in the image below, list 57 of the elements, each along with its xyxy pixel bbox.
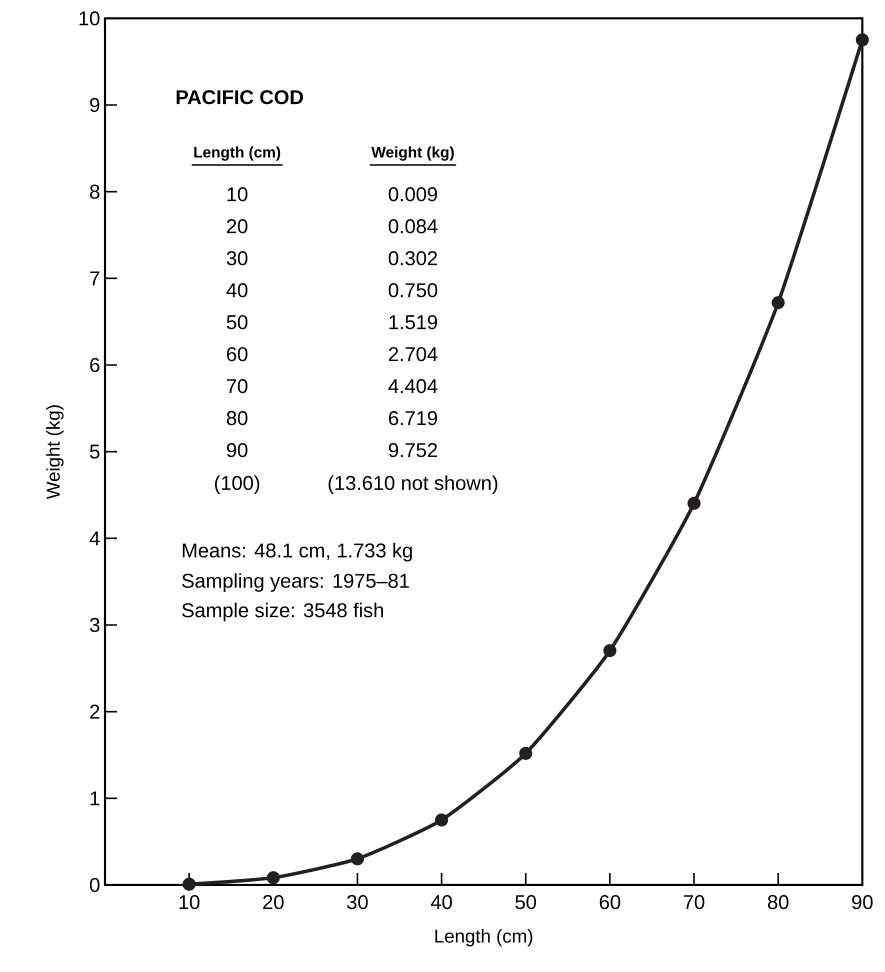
annotation: Weight (kg) [371, 146, 454, 161]
annotation: 70 [227, 379, 248, 394]
y-tick-label: 5 [90, 444, 100, 459]
y-tick-label: 8 [90, 184, 100, 199]
point [182, 878, 196, 891]
text: PACIFIC COD [176, 90, 303, 104]
point [603, 644, 616, 658]
y-tick-label: 2 [90, 704, 100, 719]
annotation: Sample size: 3548 fish [182, 602, 383, 622]
x-tick-label: 10 [180, 895, 200, 910]
y-tick-label: 0 [90, 878, 100, 892]
annotation: 0.009 [388, 187, 438, 202]
annotation: 0.084 [388, 219, 438, 234]
annotation: 60 [227, 347, 248, 362]
x-tick-label: 40 [430, 895, 452, 910]
x-tick-label: 90 [852, 895, 873, 910]
annotation: 0.302 [388, 251, 437, 266]
point [856, 33, 869, 46]
annotation: 40 [226, 283, 248, 298]
annotation: 4.404 [388, 379, 438, 394]
y-tick-label: 6 [90, 358, 100, 372]
y-tick-label: 4 [90, 531, 100, 546]
annotation: 80 [226, 411, 248, 426]
x-tick-label: 50 [515, 895, 536, 910]
point [772, 296, 785, 310]
annotation: 90 [226, 443, 248, 458]
annotation: 1.519 [389, 315, 438, 330]
y-tick-label: 3 [90, 618, 100, 632]
x-tick-label: 60 [600, 895, 620, 910]
point [687, 496, 701, 510]
annotation: 2.704 [388, 347, 438, 362]
annotation: 6.719 [388, 411, 438, 426]
annotation: 20 [226, 219, 248, 234]
x-tick-label: 70 [684, 895, 704, 910]
annotation: 0.750 [388, 283, 438, 298]
annotation: 50 [226, 315, 248, 330]
y-tick-label: 1 [90, 791, 100, 806]
x-tick-label: 30 [347, 895, 368, 910]
annotation: 30 [226, 251, 248, 266]
point [266, 871, 280, 884]
x-axis-title: Length (cm) [435, 929, 532, 946]
annotation: (100) [215, 475, 260, 494]
annotation: 9.752 [388, 443, 437, 458]
point [435, 813, 448, 827]
y-tick-label: 9 [90, 98, 100, 112]
annotation: Sampling years: 1975–81 [182, 573, 409, 592]
x-tick-label: 20 [263, 895, 284, 910]
y-axis-title: Weight (kg) [46, 405, 64, 500]
annotation: (13.610 not shown) [328, 475, 498, 494]
point [519, 746, 532, 760]
annotation: Length (cm) [194, 146, 280, 161]
y-tick-label: 10 [80, 11, 100, 26]
point [350, 852, 364, 866]
x-tick-label: 80 [768, 895, 788, 910]
y-tick-label: 7 [90, 271, 100, 286]
annotation: Means: 48.1 cm, 1.733 kg [182, 542, 412, 562]
annotation: 10 [228, 187, 248, 202]
